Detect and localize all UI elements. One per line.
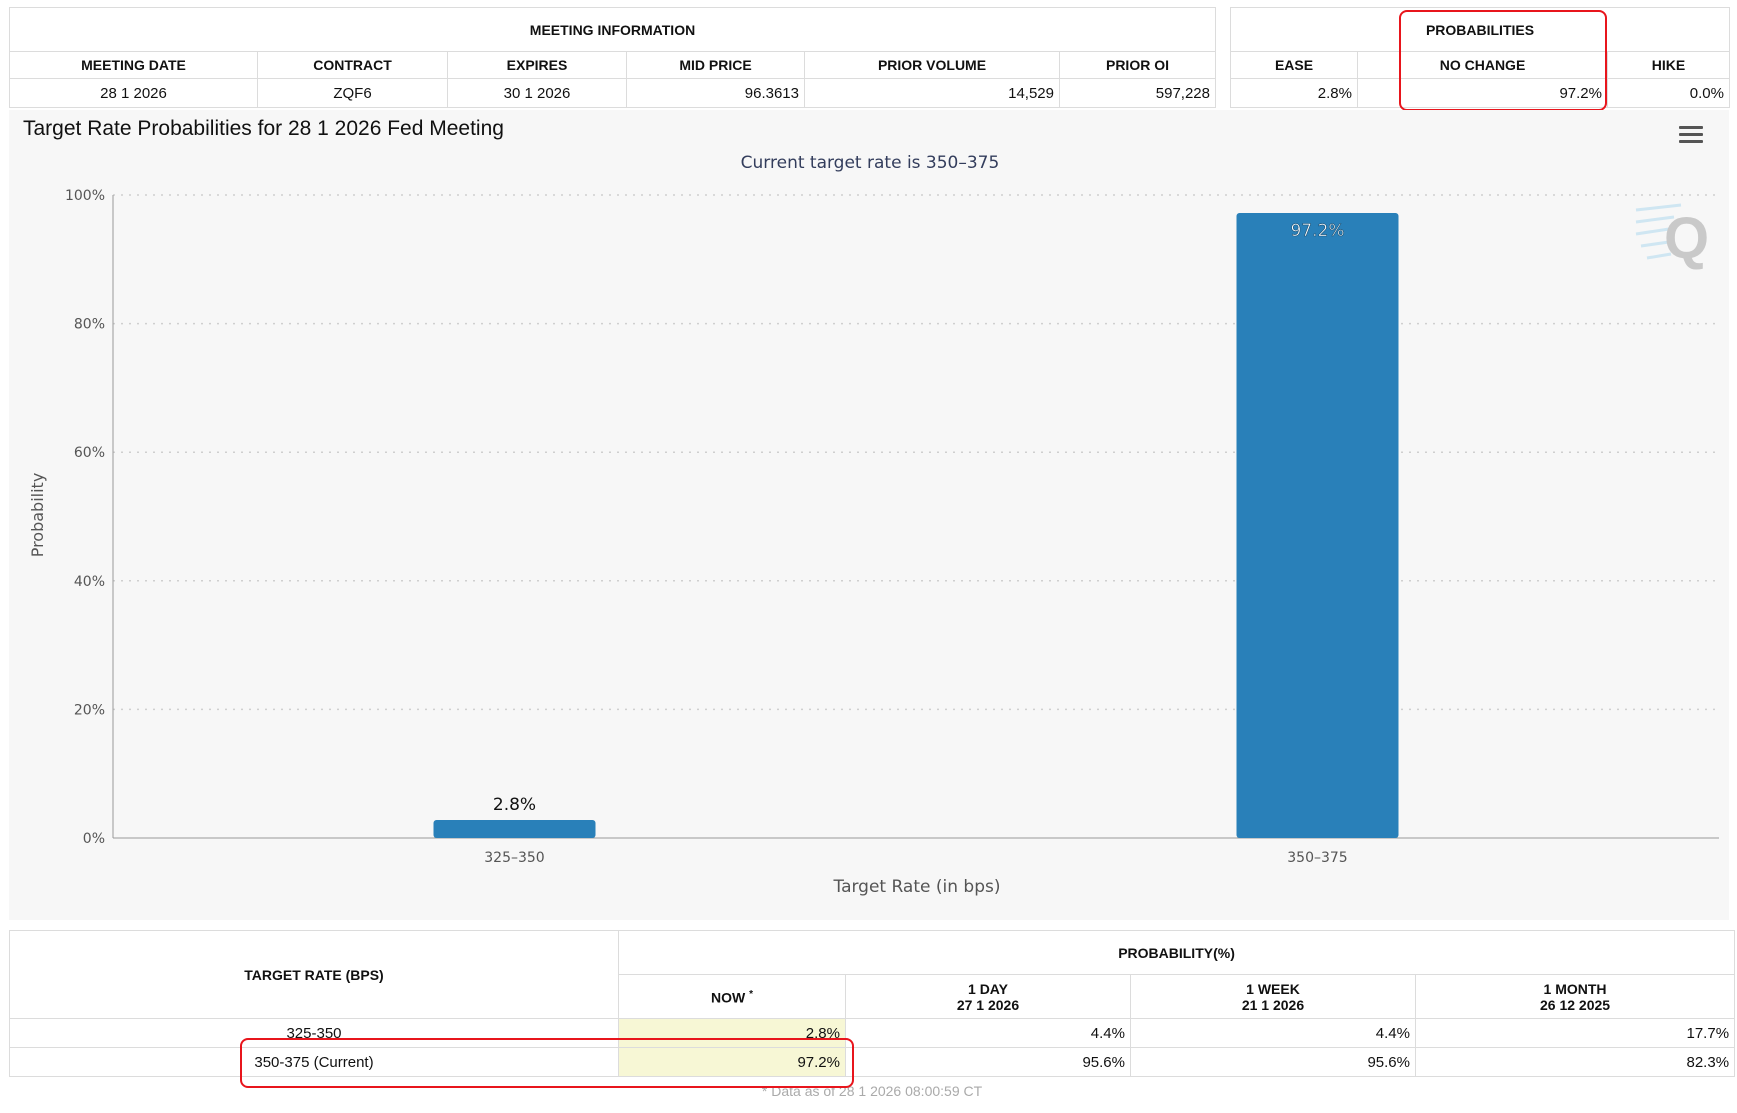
- probability-header: PROBABILITY(%): [617, 930, 1736, 975]
- chart-title: Target Rate Probabilities for 28 1 2026 …: [23, 117, 504, 140]
- data-label: 97.2%: [1290, 221, 1344, 241]
- now-header-asterisk: *: [749, 989, 753, 1001]
- x-tick-label: 325–350: [484, 850, 544, 866]
- data-timestamp-footnote: * Data as of 28 1 2026 08:00:59 CT: [761, 1083, 983, 1100]
- chart-subtitle: Current target rate is 350–375: [741, 153, 1000, 173]
- watermark-letter: Q: [1664, 206, 1709, 271]
- x-tick-label: 350–375: [1287, 850, 1347, 866]
- one-month-header: 1 MONTH 26 12 2025: [1414, 974, 1736, 1019]
- chart-panel: Target Rate Probabilities for 28 1 2026 …: [9, 110, 1729, 920]
- prior-volume-header: PRIOR VOLUME: [804, 51, 1060, 79]
- now-cell: 2.8%: [618, 1018, 846, 1048]
- mid-price-value: 96.3613: [626, 78, 805, 108]
- no-change-value: 97.2%: [1357, 78, 1608, 108]
- no-change-header: NO CHANGE: [1357, 51, 1608, 79]
- bar-2[interactable]: [1236, 213, 1399, 838]
- data-label: 2.8%: [493, 795, 536, 815]
- one-day-header: 1 DAY 27 1 2026: [845, 974, 1131, 1019]
- meeting-date-value: 28 1 2026: [9, 78, 258, 108]
- one-month-cell: 17.7%: [1414, 1018, 1736, 1048]
- contract-header: CONTRACT: [257, 51, 448, 79]
- now-cell: 97.2%: [618, 1047, 846, 1077]
- hike-header: HIKE: [1607, 51, 1730, 79]
- table-row: 350-375 (Current) 97.2% 95.6% 95.6% 82.3…: [9, 1047, 1736, 1077]
- expires-value: 30 1 2026: [447, 78, 627, 108]
- meeting-info-table: MEETING INFORMATION MEETING DATE CONTRAC…: [9, 7, 1216, 108]
- one-day-cell: 95.6%: [845, 1047, 1131, 1077]
- probabilities-table: PROBABILITIES EASE NO CHANGE HIKE 2.8% 9…: [1230, 7, 1730, 108]
- y-tick-label: 40%: [74, 574, 105, 590]
- probabilities-title: PROBABILITIES: [1230, 7, 1730, 52]
- ease-header: EASE: [1230, 51, 1358, 79]
- x-axis-label: Target Rate (in bps): [833, 877, 1001, 897]
- prior-oi-header: PRIOR OI: [1059, 51, 1216, 79]
- one-week-label: 1 WEEK: [1246, 980, 1300, 997]
- rate-cell: 325-350: [9, 1018, 619, 1048]
- y-tick-label: 100%: [65, 188, 105, 204]
- target-rate-header: TARGET RATE (BPS): [9, 930, 619, 1019]
- one-month-date: 26 12 2025: [1539, 996, 1611, 1013]
- table-row: 325-350 2.8% 4.4% 4.4% 17.7%: [9, 1018, 1736, 1048]
- hike-value: 0.0%: [1607, 78, 1730, 108]
- probability-bar-chart: Target Rate Probabilities for 28 1 2026 …: [23, 117, 1719, 897]
- ease-value: 2.8%: [1230, 78, 1358, 108]
- one-week-header: 1 WEEK 21 1 2026: [1130, 974, 1416, 1019]
- one-month-label: 1 MONTH: [1543, 980, 1607, 997]
- one-week-date: 21 1 2026: [1241, 996, 1305, 1013]
- one-week-cell: 95.6%: [1130, 1047, 1416, 1077]
- meeting-date-header: MEETING DATE: [9, 51, 258, 79]
- prior-oi-value: 597,228: [1059, 78, 1216, 108]
- one-week-cell: 4.4%: [1130, 1018, 1416, 1048]
- one-day-label: 1 DAY: [968, 980, 1008, 997]
- y-tick-label: 60%: [74, 445, 105, 461]
- y-axis-label: Probability: [28, 473, 47, 558]
- now-header-label: NOW: [710, 989, 746, 1006]
- now-header: NOW *: [618, 974, 846, 1019]
- y-tick-label: 80%: [74, 317, 105, 333]
- meeting-info-title: MEETING INFORMATION: [9, 7, 1216, 52]
- expires-header: EXPIRES: [447, 51, 627, 79]
- prior-volume-value: 14,529: [804, 78, 1060, 108]
- rate-cell: 350-375 (Current): [9, 1047, 619, 1077]
- bar-1[interactable]: [433, 819, 596, 838]
- one-month-cell: 82.3%: [1414, 1047, 1736, 1077]
- chart-menu-icon[interactable]: [1679, 124, 1703, 146]
- target-rate-table: TARGET RATE (BPS) PROBABILITY(%) NOW * 1…: [9, 930, 1736, 1106]
- one-day-cell: 4.4%: [845, 1018, 1131, 1048]
- y-tick-label: 0%: [83, 831, 105, 847]
- mid-price-header: MID PRICE: [626, 51, 805, 79]
- one-day-date: 27 1 2026: [956, 996, 1020, 1013]
- contract-value: ZQF6: [257, 78, 448, 108]
- watermark-logo: Q: [1635, 203, 1709, 271]
- y-tick-label: 20%: [74, 702, 105, 718]
